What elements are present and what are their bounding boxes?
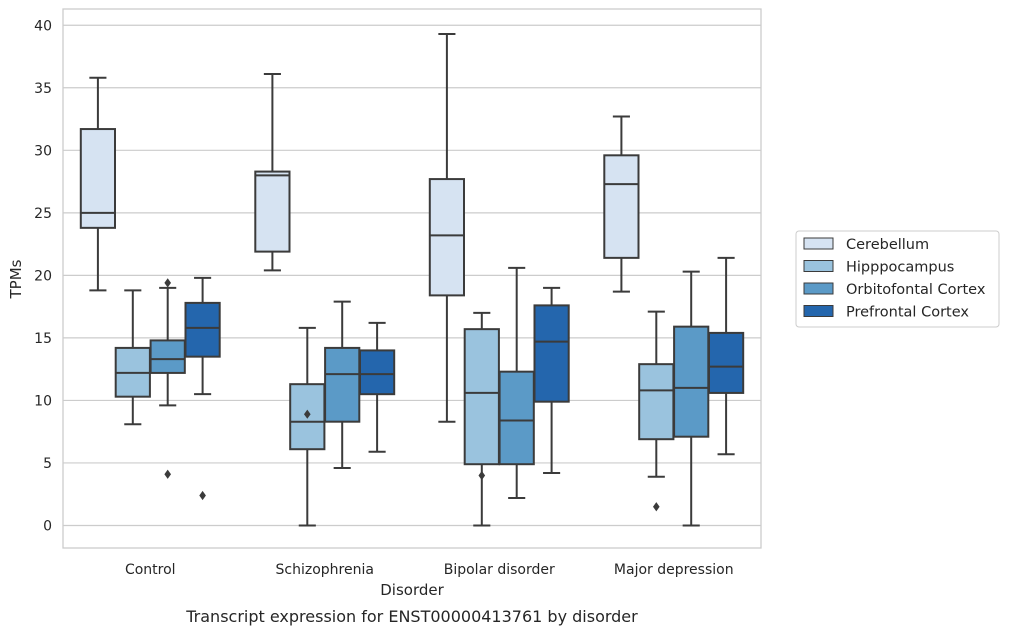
y-tick-label: 5 <box>43 456 52 472</box>
legend-label: Prefrontal Cortex <box>846 305 969 321</box>
grid-lines <box>63 24 761 527</box>
legend: Cerebellum Hipppocampus Orbitofontal Corte… <box>795 230 1000 328</box>
box <box>463 311 500 527</box>
box-body <box>673 325 710 438</box>
x-axis-title: Disorder <box>380 581 444 599</box>
category-group <box>603 115 745 527</box>
y-tick-label: 0 <box>43 518 52 534</box>
legend-item: Prefrontal Cortex <box>803 305 969 321</box>
category-group <box>254 73 396 527</box>
box-body <box>79 128 117 229</box>
box-body <box>707 331 745 394</box>
box <box>324 300 361 469</box>
legend-frame <box>795 230 1000 328</box>
y-axis-title: TPMs <box>7 259 25 299</box>
outlier-point <box>478 470 486 481</box>
box <box>498 266 535 499</box>
box-body <box>463 328 500 466</box>
y-tick-label: 15 <box>34 331 52 347</box>
legend-item: Cerebellum <box>803 237 929 253</box>
figure-caption: Transcript expression for ENST0000041376… <box>185 607 638 626</box>
box <box>533 286 570 474</box>
box <box>254 73 291 272</box>
legend-swatch <box>803 260 834 272</box>
box <box>289 326 326 527</box>
y-tick-label: 25 <box>34 206 52 222</box>
outlier-point <box>303 409 311 419</box>
box-body <box>358 349 396 396</box>
outlier-point <box>164 278 172 288</box>
category-group <box>79 76 221 501</box>
x-tick-label: Control <box>125 562 176 578</box>
legend-item: Orbitofontal Cortex <box>803 282 986 298</box>
legend-label: Cerebellum <box>846 237 929 253</box>
outlier-point <box>199 490 206 501</box>
box <box>673 270 710 527</box>
x-tick-label: Bipolar disorder <box>444 562 555 578</box>
legend-swatch <box>803 305 834 317</box>
legend-label: Hipppocampus <box>846 260 954 276</box>
box-body <box>324 346 361 423</box>
box <box>114 289 151 426</box>
legend-label: Orbitofontal Cortex <box>846 282 986 298</box>
box <box>428 33 466 423</box>
y-tick-label: 20 <box>34 268 52 284</box>
box <box>358 321 396 453</box>
box <box>149 278 186 479</box>
outlier-point <box>652 502 660 512</box>
outlier-point <box>164 469 172 479</box>
box-groups <box>79 33 745 527</box>
box <box>79 76 117 292</box>
box-body <box>498 370 535 466</box>
box-body <box>603 154 640 259</box>
legend-item: Hipppocampus <box>803 260 954 276</box>
plot-frame <box>62 8 762 549</box>
box-body <box>184 301 221 358</box>
x-tick-label: Major depression <box>614 562 734 578</box>
box <box>638 310 675 512</box>
legend-swatch <box>803 282 834 295</box>
box <box>184 276 221 501</box>
x-tick-labels: Control Schizophrenia Bipolar disorder Majo… <box>125 562 734 578</box>
box <box>707 256 745 456</box>
legend-swatch <box>803 237 834 250</box>
y-tick-label: 40 <box>34 18 52 34</box>
y-tick-label: 10 <box>34 393 52 409</box>
x-tick-label: Schizophrenia <box>276 562 374 578</box>
box-body <box>254 170 291 253</box>
category-group <box>428 33 570 527</box>
y-tick-label: 30 <box>34 143 52 159</box>
box-body <box>638 363 675 441</box>
box-body <box>149 339 186 374</box>
box <box>603 115 640 293</box>
y-tick-label: 35 <box>34 81 52 97</box>
box-body <box>533 304 570 403</box>
box-body <box>428 178 466 297</box>
y-tick-labels: 0 5 10 15 20 25 30 35 40 <box>34 18 52 534</box>
